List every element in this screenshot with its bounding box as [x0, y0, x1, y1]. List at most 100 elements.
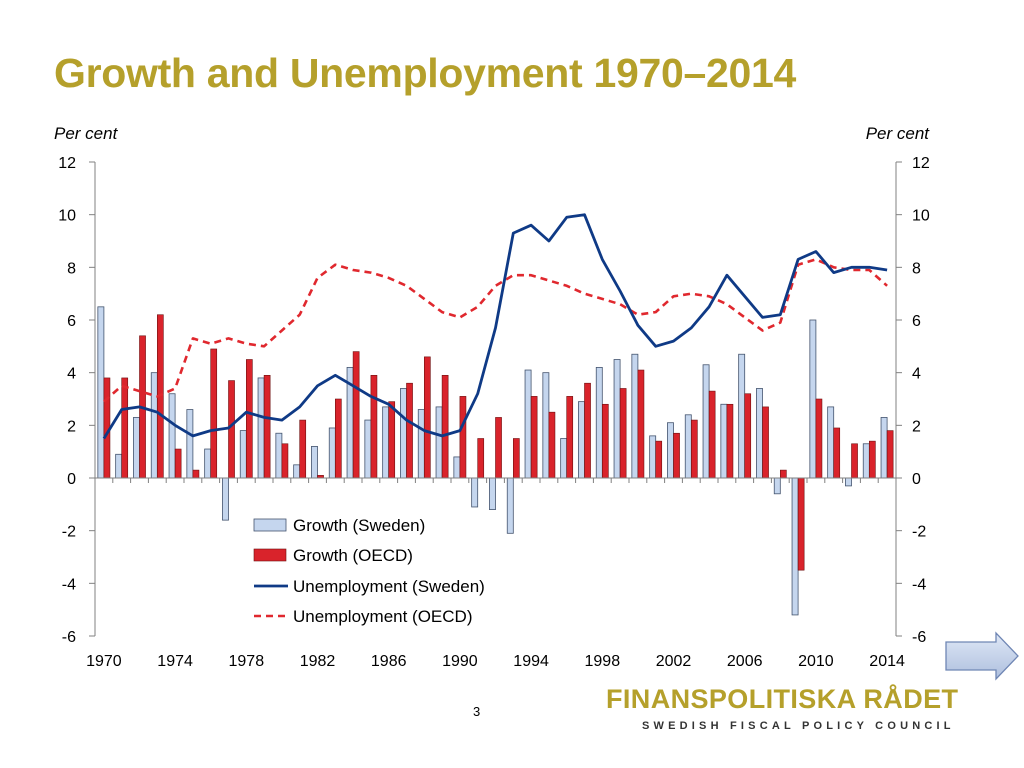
bar-growth-oecd-1983 — [334, 398, 342, 479]
bar-growth-oecd-1975 — [192, 469, 200, 479]
legend-label: Growth (OECD) — [293, 546, 413, 565]
bar-growth-oecd-1993 — [512, 438, 520, 479]
y-tick-label-right: 2 — [912, 418, 921, 435]
page-number: 3 — [473, 704, 481, 719]
bar-growth-sweden-1995 — [542, 372, 550, 479]
x-tick-label: 1974 — [157, 653, 193, 670]
y-tick-label-left: 6 — [67, 313, 76, 330]
tick-labels: -6 -4 -2 0 2 4 6 8 10 12 -6 -4 -2 0 2 4 6 8 10 12 1970 1974 19… — [58, 155, 930, 670]
x-tick-label: 1998 — [585, 653, 621, 670]
legend-label: Unemployment (OECD) — [293, 607, 473, 626]
bar-growth-sweden-1998 — [595, 366, 603, 479]
y-tick-label-right: 6 — [912, 313, 921, 330]
bar-growth-sweden-1989 — [435, 406, 443, 479]
right-arrow-icon — [945, 631, 1019, 681]
next-slide-button[interactable] — [944, 631, 1020, 681]
bar-growth-sweden-2003 — [684, 414, 692, 479]
bar-growth-oecd-1990 — [459, 396, 467, 479]
x-tick-label: 1990 — [442, 653, 478, 670]
bar-growth-sweden-1982 — [311, 445, 318, 479]
bar-growth-oecd-2007 — [762, 406, 769, 479]
y-tick-label-left: 4 — [67, 366, 76, 383]
bar-growth-oecd-1991 — [477, 438, 485, 479]
right-axis-unit: Per cent — [865, 124, 929, 143]
bar-growth-oecd-2002 — [673, 432, 680, 479]
bar-growth-sweden-1991 — [471, 477, 479, 508]
y-tick-label-left: 12 — [58, 155, 76, 172]
bar-growth-sweden-2011 — [827, 406, 835, 479]
x-tick-label: 2002 — [656, 653, 692, 670]
y-tick-label-left: -2 — [62, 524, 76, 541]
x-tick-label: 2006 — [727, 653, 763, 670]
bar-growth-sweden-2012 — [845, 477, 852, 487]
bar-growth-sweden-1988 — [417, 409, 425, 479]
bar-growth-sweden-1975 — [186, 409, 194, 479]
bar-growth-sweden-1994 — [524, 369, 532, 479]
bar-growth-oecd-1974 — [174, 448, 182, 479]
bar-growth-oecd-2005 — [726, 403, 734, 479]
bar-growth-sweden-1973 — [150, 372, 158, 479]
x-tick-label: 1978 — [229, 653, 265, 670]
y-tick-label-right: -2 — [912, 524, 926, 541]
bar-growth-sweden-1997 — [578, 401, 585, 479]
bar-growth-sweden-1977 — [222, 477, 229, 521]
bar-growth-oecd-1971 — [121, 377, 129, 479]
bar-growth-sweden-1979 — [257, 377, 265, 479]
bar-growth-oecd-1987 — [406, 382, 413, 479]
x-tick-label: 2014 — [869, 653, 905, 670]
logo-subtitle: SWEDISH FISCAL POLICY COUNCIL — [642, 720, 955, 732]
bar-growth-sweden-2000 — [631, 353, 639, 479]
bar-growth-oecd-1999 — [619, 388, 627, 479]
bar-growth-sweden-1972 — [133, 417, 140, 479]
bar-growth-sweden-1981 — [293, 464, 301, 479]
bar-growth-oecd-1984 — [352, 351, 360, 479]
bar-growth-oecd-2011 — [833, 427, 841, 479]
y-tick-label-left: 10 — [58, 208, 76, 225]
bar-growth-oecd-2012 — [851, 443, 858, 479]
y-tick-label-left: 0 — [67, 471, 76, 488]
bar-growth-sweden-2007 — [756, 388, 763, 479]
y-tick-label-right: -6 — [912, 629, 926, 646]
y-tick-label-right: 0 — [912, 471, 921, 488]
bar-growth-sweden-1971 — [115, 453, 123, 479]
bar-growth-sweden-2009 — [791, 477, 799, 616]
bar-growth-oecd-1981 — [299, 419, 307, 479]
bar-growth-oecd-1977 — [228, 380, 235, 479]
bar-growth-oecd-1976 — [210, 348, 218, 479]
bar-growth-oecd-2000 — [637, 369, 645, 479]
bar-growth-oecd-2003 — [690, 419, 698, 479]
bar-growth-sweden-1970 — [97, 306, 105, 479]
bar-growth-oecd-1996 — [566, 396, 574, 479]
x-tick-label: 1994 — [513, 653, 549, 670]
bar-growth-oecd-2013 — [868, 440, 876, 479]
bar-growth-oecd-1992 — [495, 417, 502, 479]
bar-growth-sweden-2010 — [809, 319, 817, 479]
bar-growth-sweden-1987 — [400, 388, 407, 479]
bar-growth-sweden-1980 — [275, 432, 283, 479]
bar-growth-oecd-1985 — [370, 374, 378, 479]
bar-growth-oecd-1988 — [423, 356, 431, 479]
bar-growth-oecd-1986 — [388, 401, 396, 479]
bar-growth-sweden-2013 — [862, 443, 870, 479]
chart-legend: Growth (Sweden) Growth (OECD) Unemployment… — [253, 516, 485, 626]
y-tick-label-right: 10 — [912, 208, 930, 225]
bar-growth-sweden-1985 — [364, 419, 372, 479]
bars-growth-oecd — [103, 314, 894, 571]
bar-growth-oecd-2004 — [708, 390, 716, 479]
x-tick-label: 1982 — [300, 653, 336, 670]
bar-growth-sweden-1990 — [453, 456, 461, 479]
bar-growth-sweden-2006 — [738, 353, 746, 479]
page-title: Growth and Unemployment 1970–2014 — [54, 50, 797, 96]
bar-growth-sweden-1974 — [168, 393, 176, 479]
y-tick-label-left: -6 — [62, 629, 76, 646]
line-unemployment-sweden — [102, 213, 888, 440]
legend-label: Unemployment (Sweden) — [293, 577, 485, 596]
legend-swatch-growth-oecd — [253, 548, 287, 562]
bar-growth-sweden-2005 — [720, 403, 728, 479]
bar-growth-sweden-1992 — [489, 477, 496, 511]
bar-growth-sweden-1999 — [613, 359, 621, 479]
bar-growth-oecd-1980 — [281, 443, 289, 479]
chart-axes — [89, 161, 902, 637]
bar-growth-sweden-1976 — [204, 448, 212, 479]
